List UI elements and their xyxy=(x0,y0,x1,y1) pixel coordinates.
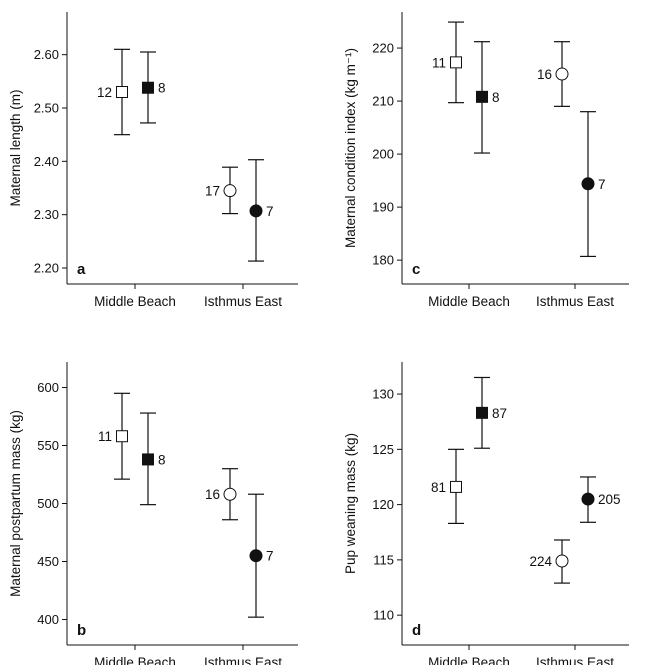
y-tick-label: 120 xyxy=(372,497,394,512)
y-tick-label: 200 xyxy=(372,147,394,162)
sample-size-label: 11 xyxy=(432,55,446,70)
y-tick-label: 450 xyxy=(37,554,59,569)
y-tick-label: 2.40 xyxy=(34,154,59,169)
y-axis-title: Maternal condition index (kg m⁻¹) xyxy=(343,48,358,248)
open-square-marker xyxy=(116,430,128,443)
x-category-label: Isthmus East xyxy=(204,294,282,309)
x-category-label: Middle Beach xyxy=(428,655,510,665)
y-tick-label: 550 xyxy=(37,438,59,453)
sample-size-label: 205 xyxy=(598,492,621,507)
panel-b: 400 450 500 550 600 Middle Beach Isthmus East M… xyxy=(8,362,298,665)
filled-square-marker xyxy=(476,406,488,419)
panel-letter: d xyxy=(412,622,421,639)
panel-letter: b xyxy=(77,622,86,639)
filled-square-marker xyxy=(142,453,154,466)
sample-size-label: 7 xyxy=(266,549,274,564)
x-category-label: Middle Beach xyxy=(94,294,176,309)
y-tick-label: 210 xyxy=(372,94,394,109)
panel-d: 110 115 120 125 130 Middle Beach Isthmus East P… xyxy=(343,362,629,665)
sample-size-label: 8 xyxy=(492,90,500,105)
filled-circle-marker xyxy=(581,492,595,506)
sample-size-label: 16 xyxy=(205,487,220,502)
y-tick-label: 2.20 xyxy=(34,261,59,276)
y-tick-label: 190 xyxy=(372,200,394,215)
sample-size-label: 87 xyxy=(492,406,507,421)
y-tick-label: 220 xyxy=(372,41,394,56)
filled-square-marker xyxy=(476,90,488,103)
sample-size-label: 16 xyxy=(537,67,552,82)
open-square-marker xyxy=(450,56,462,69)
sample-size-label: 81 xyxy=(431,480,446,495)
open-square-marker xyxy=(450,480,462,493)
y-tick-label: 110 xyxy=(373,608,394,623)
panel-letter: a xyxy=(77,261,86,278)
filled-circle-marker xyxy=(249,204,263,218)
y-tick-label: 130 xyxy=(372,387,394,402)
panel-c: 180 190 200 210 220 Middle Beach Isthmus East M… xyxy=(343,12,629,309)
filled-square-marker xyxy=(142,81,154,94)
y-tick-label: 2.60 xyxy=(34,47,59,62)
y-axis-title: Maternal length (m) xyxy=(8,89,23,206)
open-circle-marker xyxy=(223,184,237,198)
sample-size-label: 17 xyxy=(205,184,220,199)
y-tick-label: 500 xyxy=(37,496,59,511)
sample-size-label: 8 xyxy=(158,452,166,467)
open-square-marker xyxy=(116,86,128,98)
sample-size-label: 7 xyxy=(598,177,606,192)
y-tick-label: 115 xyxy=(373,552,394,567)
panel-a: 2.20 2.30 2.40 2.50 2.60 Middle Beach Isthmus … xyxy=(8,12,298,309)
sample-size-label: 11 xyxy=(98,429,112,444)
x-category-label: Middle Beach xyxy=(428,294,510,309)
open-circle-marker xyxy=(555,554,569,568)
y-tick-label: 400 xyxy=(37,612,59,627)
y-tick-label: 2.30 xyxy=(34,207,59,222)
x-category-label: Isthmus East xyxy=(204,655,282,665)
open-circle-marker xyxy=(223,487,237,501)
sample-size-label: 12 xyxy=(97,85,112,100)
panel-letter: c xyxy=(412,261,420,278)
y-tick-label: 600 xyxy=(37,380,59,395)
filled-circle-marker xyxy=(249,549,263,563)
y-tick-label: 125 xyxy=(372,442,394,457)
x-category-label: Middle Beach xyxy=(94,655,176,665)
x-category-label: Isthmus East xyxy=(536,294,614,309)
sample-size-label: 7 xyxy=(266,204,274,219)
x-category-label: Isthmus East xyxy=(536,655,614,665)
filled-circle-marker xyxy=(581,177,595,191)
y-tick-label: 2.50 xyxy=(34,101,59,116)
sample-size-label: 8 xyxy=(158,81,166,96)
y-axis-title: Maternal postpartum mass (kg) xyxy=(8,410,23,597)
y-axis-title: Pup weaning mass (kg) xyxy=(343,433,358,574)
y-tick-label: 180 xyxy=(372,253,394,268)
open-circle-marker xyxy=(555,67,569,81)
sample-size-label: 224 xyxy=(529,554,552,569)
